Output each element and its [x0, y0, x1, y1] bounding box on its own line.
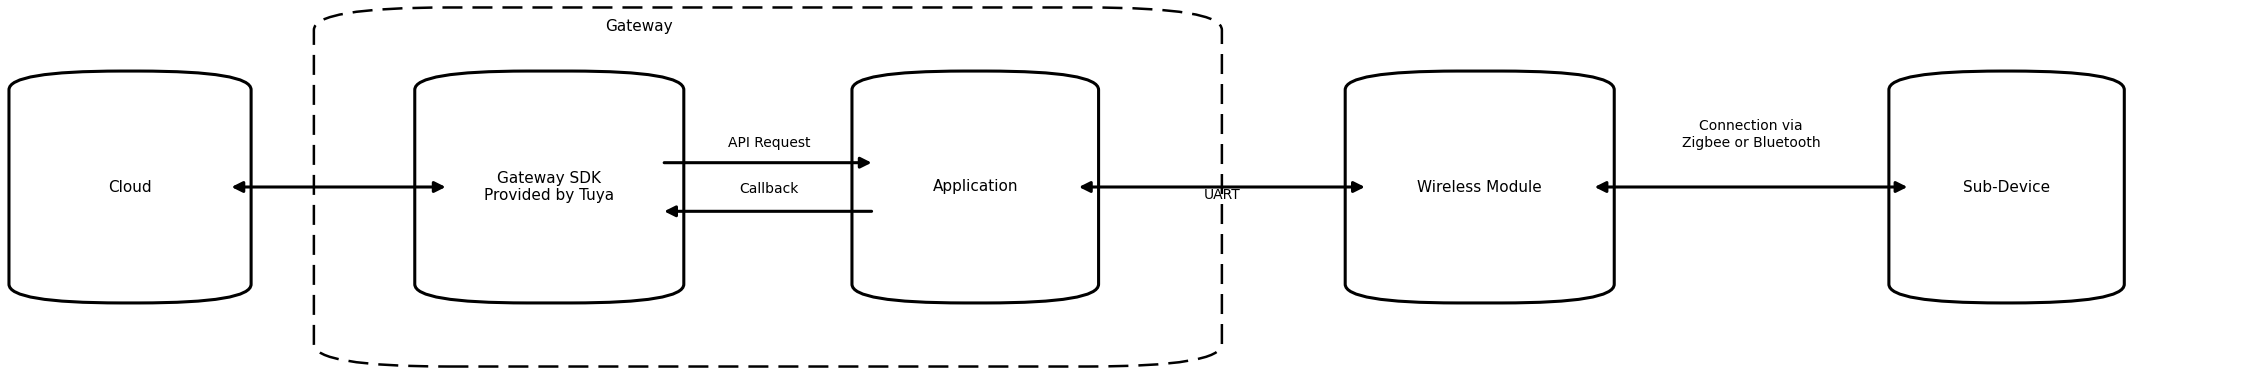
Text: Gateway SDK
Provided by Tuya: Gateway SDK Provided by Tuya — [484, 171, 614, 203]
Text: Sub-Device: Sub-Device — [1964, 180, 2049, 194]
FancyBboxPatch shape — [1345, 71, 1614, 303]
Text: Cloud: Cloud — [108, 180, 152, 194]
Text: Gateway: Gateway — [605, 19, 673, 34]
Text: Callback: Callback — [740, 183, 798, 196]
FancyBboxPatch shape — [415, 71, 684, 303]
Text: API Request: API Request — [729, 136, 809, 150]
Text: UART: UART — [1204, 188, 1240, 202]
FancyBboxPatch shape — [1888, 71, 2125, 303]
Text: Application: Application — [933, 180, 1018, 194]
FancyBboxPatch shape — [9, 71, 251, 303]
Text: Connection via
Zigbee or Bluetooth: Connection via Zigbee or Bluetooth — [1682, 119, 1821, 150]
FancyBboxPatch shape — [852, 71, 1099, 303]
Text: Wireless Module: Wireless Module — [1417, 180, 1542, 194]
